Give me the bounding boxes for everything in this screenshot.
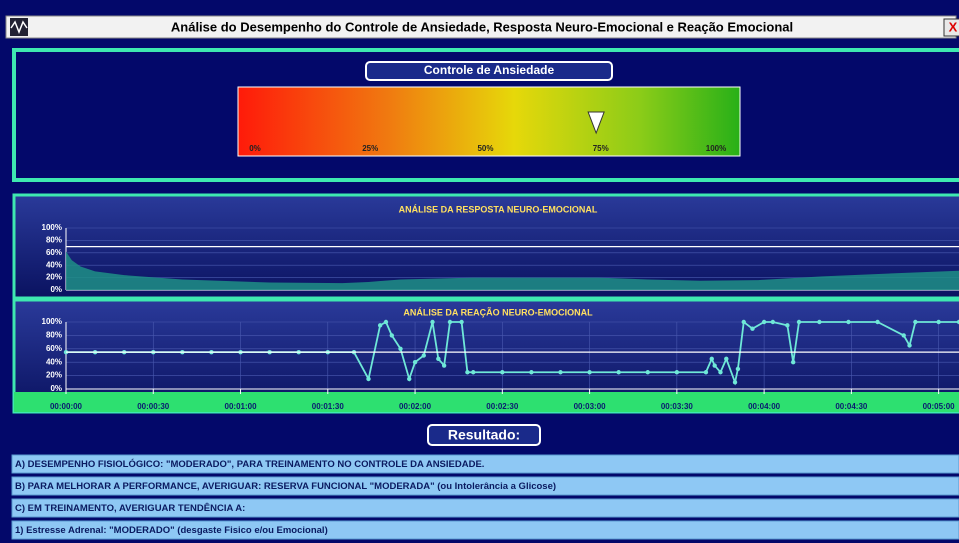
y-tick-label: 60% <box>46 344 62 353</box>
result-text: C) EM TREINAMENTO, AVERIGUAR TENDÊNCIA A… <box>15 502 245 514</box>
close-label[interactable]: X <box>949 19 958 34</box>
point <box>674 370 680 375</box>
point <box>407 376 412 382</box>
app-icon-glyph <box>10 20 28 35</box>
result-row <box>11 454 959 474</box>
point <box>436 356 441 362</box>
point <box>770 319 776 325</box>
y-tick-label: 40% <box>46 357 62 366</box>
point <box>741 319 746 325</box>
point <box>735 366 741 372</box>
x-tick-label: 00:00:00 <box>50 402 83 411</box>
point <box>430 319 435 325</box>
result-title: Resultado: <box>448 427 520 443</box>
y-tick-label: 100% <box>42 223 62 232</box>
point <box>389 333 394 338</box>
point <box>471 370 476 375</box>
point <box>936 319 941 325</box>
point <box>465 370 470 375</box>
gauge-title-box <box>365 61 613 81</box>
point <box>703 370 709 375</box>
gauge-tick-label: 25% <box>362 144 378 153</box>
point <box>412 360 418 365</box>
area <box>66 251 959 290</box>
point <box>732 380 738 385</box>
x-tick-label: 00:03:30 <box>661 402 694 411</box>
close-button[interactable] <box>943 18 959 37</box>
result-text: 1) Estresse Adrenal: "MODERADO" (desgast… <box>15 525 328 536</box>
point <box>750 326 755 331</box>
point <box>875 319 880 325</box>
x-tick-label: 00:01:00 <box>225 402 258 411</box>
chart-title: ANÁLISE DA REAÇÃO NEURO-EMOCIONAL <box>403 307 593 317</box>
y-tick-label: 20% <box>46 371 62 380</box>
gauge-marker <box>587 111 605 135</box>
gauge-bar <box>237 86 741 157</box>
point <box>398 346 403 351</box>
y-tick-label: 20% <box>46 273 62 282</box>
point <box>724 356 729 362</box>
y-tick-label: 100% <box>42 317 62 326</box>
gauge-tick-label: 0% <box>249 144 261 153</box>
x-tick-label: 00:02:30 <box>486 402 519 411</box>
x-tick-label: 00:04:30 <box>835 402 868 411</box>
point <box>709 356 714 362</box>
point <box>558 370 563 375</box>
window-title: Análise do Desempenho do Controle de Ans… <box>171 19 793 34</box>
x-tick-label: 00:03:00 <box>574 402 607 411</box>
y-tick-label: 80% <box>46 331 62 340</box>
time-axis-band <box>14 392 959 412</box>
y-tick-label: 80% <box>46 236 62 245</box>
point <box>441 363 447 368</box>
gauge-tick-label: 50% <box>477 144 493 153</box>
y-tick-label: 0% <box>50 285 62 294</box>
point <box>712 363 717 368</box>
x-tick-label: 00:04:00 <box>748 402 781 411</box>
gauge-tick-label: 75% <box>593 144 609 153</box>
point <box>901 333 906 338</box>
point <box>587 370 592 375</box>
point <box>718 370 723 375</box>
point <box>377 323 383 328</box>
point <box>956 319 959 325</box>
gauge-tick-label: 100% <box>706 144 726 153</box>
y-tick-label: 0% <box>50 384 62 393</box>
y-tick-label: 60% <box>46 248 62 257</box>
y-tick-label: 40% <box>46 260 62 269</box>
result-text: B) PARA MELHORAR A PERFORMANCE, AVERIGUA… <box>15 481 556 492</box>
point <box>459 319 464 325</box>
gauge-title: Controle de Ansiedade <box>424 63 555 77</box>
point <box>421 353 426 358</box>
point <box>817 319 822 325</box>
point <box>500 370 505 375</box>
result-text: A) DESEMPENHO FISIOLÓGICO: "MODERADO", P… <box>15 458 484 470</box>
x-tick-label: 00:02:00 <box>399 402 432 411</box>
point <box>761 319 767 325</box>
chart-title: ANÁLISE DA RESPOSTA NEURO-EMOCIONAL <box>399 204 598 214</box>
point <box>913 319 918 325</box>
point <box>383 319 389 325</box>
point <box>796 319 802 325</box>
result-row <box>11 520 959 540</box>
point <box>645 370 650 375</box>
point <box>785 323 790 328</box>
point <box>529 370 534 375</box>
result-title-box <box>427 424 541 446</box>
point <box>447 319 453 325</box>
result-row <box>11 498 959 518</box>
point <box>366 376 371 382</box>
x-tick-label: 00:05:00 <box>923 402 956 411</box>
result-row <box>11 476 959 496</box>
x-tick-label: 00:00:30 <box>137 402 170 411</box>
point <box>790 360 796 365</box>
point <box>846 319 851 325</box>
x-tick-label: 00:01:30 <box>312 402 345 411</box>
point <box>616 370 621 375</box>
point <box>907 343 912 348</box>
